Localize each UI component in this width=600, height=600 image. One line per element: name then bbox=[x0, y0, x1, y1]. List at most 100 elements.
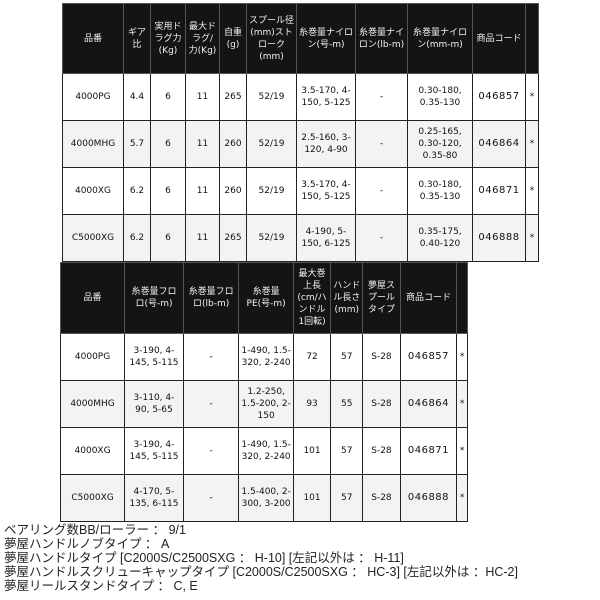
header-cell: 糸巻量ナイロン(号-m) bbox=[296, 3, 356, 74]
header-cell: 商品コード bbox=[399, 262, 458, 334]
spec-table-1: 品番 ギア比 実用ドラグ力(Kg) 最大ドラグ/力(Kg) 自重(g) スプール… bbox=[62, 3, 539, 262]
header-cell: ハンドル長さ(mm) bbox=[330, 262, 364, 334]
table-cell: * bbox=[525, 167, 539, 215]
note-handle-type: 夢屋ハンドルタイプ [C2000S/C2500SXG ： H-10] [左記以外… bbox=[4, 551, 404, 565]
product-code-cell: 046857 bbox=[472, 73, 526, 121]
table-cell: 57 bbox=[330, 474, 364, 522]
table-cell: S-28 bbox=[362, 474, 401, 522]
table-cell: 3.5-170, 4-150, 5-125 bbox=[296, 73, 356, 121]
table-cell: 1.5-400, 2-300, 3-200 bbox=[238, 474, 294, 522]
product-code-cell: 046871 bbox=[399, 427, 458, 475]
table-cell: 3-190, 4-145, 5-115 bbox=[124, 427, 184, 475]
table-cell: 6 bbox=[150, 214, 186, 262]
table-cell: 1-490, 1.5-320, 2-240 bbox=[238, 427, 294, 475]
header-cell: スプール径(mm)ストローク(mm) bbox=[246, 3, 297, 74]
table-cell: S-28 bbox=[362, 333, 401, 381]
table-row: 4000MHG 3-110, 4-90, 5-65-1.2-250, 1.5-20… bbox=[59, 380, 468, 428]
table-cell: 4-190, 5-150, 6-125 bbox=[296, 214, 356, 262]
product-code-cell: 046864 bbox=[399, 380, 458, 428]
header-cell: 糸巻量ナイロン(lb-m) bbox=[355, 3, 408, 74]
table-cell: 265 bbox=[219, 214, 247, 262]
table-cell: 101 bbox=[292, 427, 332, 475]
header-cell: ギア比 bbox=[123, 3, 151, 74]
product-code-cell: 046888 bbox=[472, 214, 526, 262]
table-row: 4000PG 3-190, 4-145, 5-115-1-490, 1.5-320… bbox=[59, 333, 468, 381]
table-row: 4000MHG 5.7 6 11 260 52/19 2.5-160, 3-120, 4-9… bbox=[62, 120, 539, 168]
header-cell bbox=[456, 262, 468, 334]
table-cell: * bbox=[525, 73, 539, 121]
table-cell: - bbox=[355, 167, 408, 215]
table-cell: 6.2 bbox=[123, 167, 151, 215]
header-cell: 最大巻上長(cm/ハンドル1回転) bbox=[292, 262, 332, 334]
table-cell: 6 bbox=[150, 120, 186, 168]
model-cell: 4000PG bbox=[59, 333, 126, 381]
model-cell: 4000PG bbox=[62, 73, 124, 121]
table-cell: 93 bbox=[292, 380, 332, 428]
table-cell: 57 bbox=[330, 427, 364, 475]
table-cell: * bbox=[456, 380, 468, 428]
spec-table-2: 品番 糸巻量フロロ(号-m) 糸巻量フロロ(lb-m) 糸巻量PE(号-m) 最… bbox=[59, 262, 468, 522]
model-cell: 4000MHG bbox=[59, 380, 126, 428]
note-bearings: ベアリング数BB/ローラー ： 9/1 bbox=[4, 523, 186, 537]
model-cell: C5000XG bbox=[62, 214, 124, 262]
model-cell: 4000XG bbox=[62, 167, 124, 215]
table-cell: 260 bbox=[219, 120, 247, 168]
table-cell: * bbox=[456, 333, 468, 381]
table-cell: 1-490, 1.5-320, 2-240 bbox=[238, 333, 294, 381]
table-cell: - bbox=[182, 427, 240, 475]
table-cell: 6 bbox=[150, 73, 186, 121]
table-cell: 0.35-175, 0.40-120 bbox=[407, 214, 473, 262]
table-cell: 6.2 bbox=[123, 214, 151, 262]
table-cell: 52/19 bbox=[246, 120, 297, 168]
header-cell: 商品コード bbox=[472, 3, 526, 74]
table-cell: 57 bbox=[330, 333, 364, 381]
model-cell: 4000MHG bbox=[62, 120, 124, 168]
table-cell: 3.5-170, 4-150, 5-125 bbox=[296, 167, 356, 215]
table-cell: 52/19 bbox=[246, 214, 297, 262]
table-cell: - bbox=[182, 380, 240, 428]
table-cell: 4-170, 5-135, 6-115 bbox=[124, 474, 184, 522]
table-cell: * bbox=[525, 214, 539, 262]
spec-notes: ベアリング数BB/ローラー ： 9/1 夢屋ハンドルノブタイプ ： A 夢屋ハン… bbox=[4, 523, 518, 593]
header-cell bbox=[525, 3, 539, 74]
header-cell: 糸巻量ナイロン(mm-m) bbox=[407, 3, 473, 74]
table-row: 4000XG 6.2 6 11 260 52/19 3.5-170, 4-150, 5-12… bbox=[62, 167, 539, 215]
table-cell: S-28 bbox=[362, 427, 401, 475]
table-cell: 2.5-160, 3-120, 4-90 bbox=[296, 120, 356, 168]
header-cell: 品番 bbox=[62, 3, 124, 74]
table-row: 4000XG 3-190, 4-145, 5-115-1-490, 1.5-320… bbox=[59, 427, 468, 475]
note-reel-stand-type: 夢屋リールスタンドタイプ ： C, E bbox=[4, 579, 198, 593]
table-cell: 0.30-180, 0.35-130 bbox=[407, 73, 473, 121]
product-code-cell: 046857 bbox=[399, 333, 458, 381]
table-cell: 101 bbox=[292, 474, 332, 522]
table-cell: * bbox=[456, 474, 468, 522]
table-cell: * bbox=[456, 427, 468, 475]
table-cell: 72 bbox=[292, 333, 332, 381]
table-row: C5000XG 6.2 6 11 265 52/19 4-190, 5-150, 6-125… bbox=[62, 214, 539, 262]
header-cell: 糸巻量PE(号-m) bbox=[238, 262, 294, 334]
header-row: 品番 糸巻量フロロ(号-m) 糸巻量フロロ(lb-m) 糸巻量PE(号-m) 最… bbox=[59, 262, 468, 334]
header-cell: 夢屋スプールタイプ bbox=[362, 262, 401, 334]
table-cell: 4.4 bbox=[123, 73, 151, 121]
table-cell: 3-110, 4-90, 5-65 bbox=[124, 380, 184, 428]
table-cell: - bbox=[182, 474, 240, 522]
header-row: 品番 ギア比 実用ドラグ力(Kg) 最大ドラグ/力(Kg) 自重(g) スプール… bbox=[62, 3, 539, 74]
table-cell: 265 bbox=[219, 73, 247, 121]
table-cell: 260 bbox=[219, 167, 247, 215]
header-cell: 糸巻量フロロ(号-m) bbox=[124, 262, 184, 334]
table-cell: - bbox=[182, 333, 240, 381]
table-cell: - bbox=[355, 120, 408, 168]
table-row: C5000XG 4-170, 5-135, 6-115-1.5-400, 2-30… bbox=[59, 474, 468, 522]
table-cell: 1.2-250, 1.5-200, 2-150 bbox=[238, 380, 294, 428]
table-cell: S-28 bbox=[362, 380, 401, 428]
table-cell: 11 bbox=[185, 214, 220, 262]
table-row: 4000PG 4.4 6 11 265 52/19 3.5-170, 4-150, 5-12… bbox=[62, 73, 539, 121]
table-cell: 52/19 bbox=[246, 167, 297, 215]
note-knob-type: 夢屋ハンドルノブタイプ ： A bbox=[4, 537, 170, 551]
header-cell: 実用ドラグ力(Kg) bbox=[150, 3, 186, 74]
product-code-cell: 046871 bbox=[472, 167, 526, 215]
header-cell: 糸巻量フロロ(lb-m) bbox=[182, 262, 240, 334]
model-cell: 4000XG bbox=[59, 427, 126, 475]
table-cell: 11 bbox=[185, 120, 220, 168]
table-cell: * bbox=[525, 120, 539, 168]
